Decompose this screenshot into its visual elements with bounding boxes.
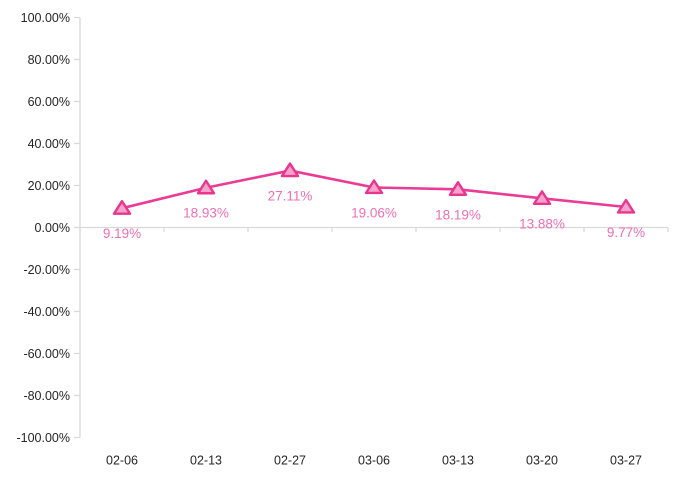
data-point-marker[interactable] <box>364 179 384 195</box>
data-point-label: 9.77% <box>607 225 645 240</box>
data-point-marker[interactable] <box>112 200 132 215</box>
y-axis-tick-label: -60.00% <box>23 347 70 361</box>
data-point-marker[interactable] <box>196 179 216 195</box>
x-axis-category-label: 03-27 <box>610 454 642 468</box>
y-axis-tick-label: 40.00% <box>28 137 70 151</box>
y-axis-tick-label: 60.00% <box>28 95 70 109</box>
y-axis-tick-label: -20.00% <box>23 263 70 277</box>
y-axis-tick-label: 100.00% <box>21 11 70 25</box>
data-point-label: 18.93% <box>183 206 229 221</box>
data-point-label: 19.06% <box>351 205 397 220</box>
x-axis-category-label: 03-13 <box>442 454 474 468</box>
data-point-label: 13.88% <box>519 216 565 231</box>
data-point-marker[interactable] <box>616 198 636 214</box>
data-point-label: 9.19% <box>103 226 141 241</box>
x-axis-category-label: 03-20 <box>526 454 558 468</box>
x-axis-category-label: 02-13 <box>190 454 222 468</box>
x-axis-category-label: 02-27 <box>274 454 306 468</box>
y-axis-tick-label: 80.00% <box>28 53 70 67</box>
data-point-marker[interactable] <box>532 190 552 206</box>
data-point-label: 18.19% <box>435 207 481 222</box>
x-axis-category-label: 03-06 <box>358 454 390 468</box>
y-axis-tick-label: -100.00% <box>16 431 70 445</box>
y-axis-tick-label: -40.00% <box>23 305 70 319</box>
data-point-marker[interactable] <box>280 162 300 178</box>
y-axis-tick-label: 0.00% <box>35 221 70 235</box>
y-axis-tick-label: 20.00% <box>28 179 70 193</box>
data-point-label: 27.11% <box>268 189 313 204</box>
data-point-marker[interactable] <box>448 181 468 197</box>
y-axis-tick-label: -80.00% <box>23 389 70 403</box>
x-axis-category-label: 02-06 <box>106 454 138 468</box>
